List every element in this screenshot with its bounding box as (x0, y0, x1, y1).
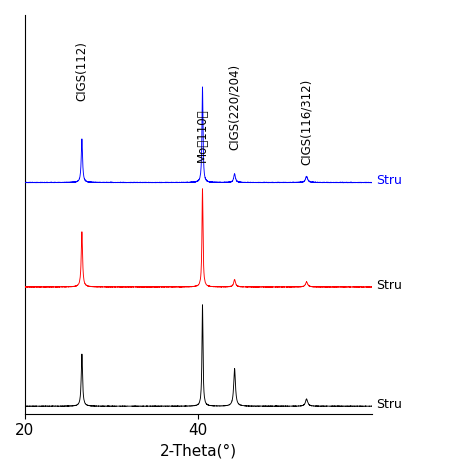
Text: CIGS(112): CIGS(112) (75, 41, 88, 101)
Text: Stru: Stru (376, 398, 402, 411)
X-axis label: 2-Theta(°): 2-Theta(°) (160, 444, 237, 459)
Text: Stru: Stru (376, 279, 402, 292)
Text: CIGS(116/312): CIGS(116/312) (300, 78, 313, 164)
Text: Stru: Stru (376, 174, 402, 187)
Text: Mo（110）: Mo（110） (196, 108, 209, 162)
Text: CIGS(220/204): CIGS(220/204) (228, 64, 241, 150)
